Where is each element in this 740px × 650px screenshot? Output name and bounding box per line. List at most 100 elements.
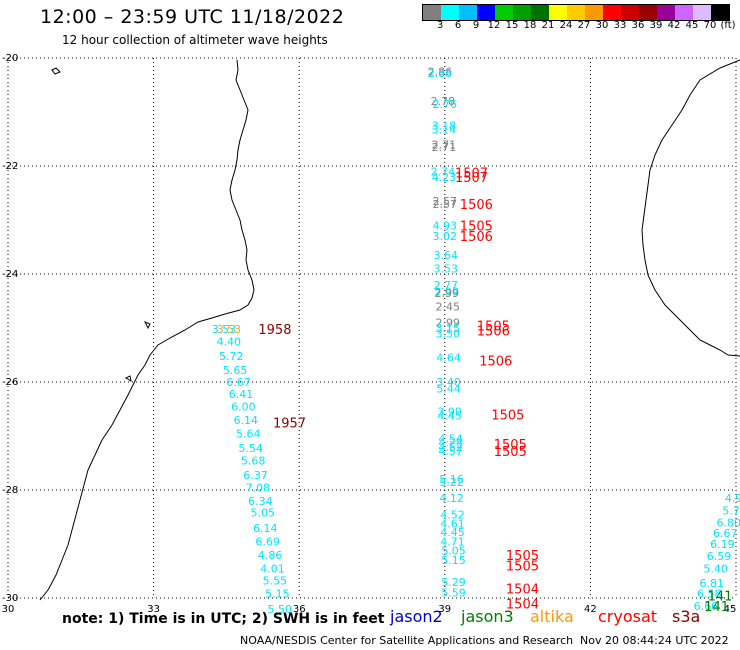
wave-height-value: 5.15	[265, 588, 290, 601]
wave-height-value: 5.15	[441, 554, 466, 567]
wave-height-colorbar	[422, 4, 730, 21]
coastline	[39, 59, 740, 601]
map-subtitle: 12 hour collection of altimeter wave hei…	[62, 33, 328, 47]
colorbar-swatch	[639, 5, 657, 20]
wave-height-value: 6.19	[710, 538, 735, 551]
colorbar-swatch	[549, 5, 567, 20]
wave-height-value: 6.59	[707, 550, 732, 563]
colorbar-tick-label: 3	[436, 20, 444, 31]
footer-credit: NOAA/NESDIS Center for Satellite Applica…	[240, 634, 574, 647]
latitude-label: -28	[2, 485, 18, 496]
satellite-pass-id: 1507	[455, 171, 488, 186]
wave-height-value: 6.66	[694, 600, 719, 613]
wave-height-value: 4.93	[433, 219, 458, 232]
satellite-pass-id: 1505	[506, 549, 539, 564]
wave-height-value: 6.00	[231, 400, 256, 413]
wave-height-value: 4.12	[439, 492, 464, 505]
colorbar-swatch	[693, 5, 711, 20]
longitude-label: 42	[584, 604, 597, 615]
wave-height-value: 6.81	[699, 577, 724, 590]
colorbar-swatch	[513, 5, 531, 20]
wave-height-value: 5.22	[439, 476, 464, 489]
wave-height-value: 5.44	[436, 382, 461, 395]
colorbar-tick-label: (ft)	[720, 20, 736, 31]
satellite-pass-id: 1505	[494, 445, 527, 460]
wave-height-value: 6.69	[255, 535, 280, 548]
colorbar-swatch	[477, 5, 495, 20]
wave-height-value: 4.28	[438, 436, 463, 449]
wave-height-value: 2.99	[435, 317, 460, 330]
wave-height-value: 2.86	[428, 66, 453, 79]
mission-label-jason3: jason3	[461, 607, 514, 626]
colorbar-swatch	[423, 5, 441, 20]
wave-height-value: 3.99	[437, 406, 462, 419]
wave-height-value: 6.14	[253, 522, 278, 535]
wave-height-value: 2.71	[432, 138, 457, 151]
wave-height-value: 2.45	[435, 300, 460, 313]
wave-height-observations: 2.862.862.782.763.183.142.712.712.744.23…	[212, 66, 740, 616]
wave-height-value: 2.74	[431, 165, 456, 178]
footer-note: note: 1) Time is in UTC; 2) SWH is in fe…	[62, 611, 385, 627]
island-small-c	[124, 375, 132, 383]
colorbar-labels: 3 6 9 12 15 18 21 24 27 30 33 36 39 42 45 70 (ft)	[422, 20, 736, 32]
wave-height-value: 4.23	[432, 171, 457, 184]
footer-timestamp: Nov 20 08:44:24 UTC 2022	[580, 634, 729, 647]
wave-height-value: 3.15	[435, 322, 460, 335]
wave-height-value: 3.14	[432, 123, 457, 136]
wave-height-value: 3.50	[435, 327, 460, 340]
wave-height-value: 4.52	[440, 508, 465, 521]
wave-height-value: 3.40	[436, 376, 461, 389]
wave-height-value: 5.55	[263, 575, 288, 588]
madagascar-coast	[641, 59, 740, 357]
wave-height-value: 2.77	[434, 279, 459, 292]
wave-height-value: 4.57	[438, 445, 463, 458]
africa-coast	[39, 59, 255, 601]
colorbar-tick-label: 18	[523, 20, 537, 31]
satellite-pass-id: 1506	[460, 198, 493, 213]
wave-height-value: 7.08	[246, 481, 271, 494]
wave-height-value: 2.71	[432, 141, 457, 154]
wave-height-value: 2.99	[434, 285, 459, 298]
colorbar-swatch	[459, 5, 477, 20]
satellite-pass-id: 1506	[477, 325, 510, 340]
wave-height-value: 3.53	[212, 323, 237, 336]
wave-height-value: 6.67	[226, 376, 251, 389]
colorbar-tick-label: 30	[595, 20, 609, 31]
wave-height-value: 5.72	[219, 350, 244, 363]
island-small-a	[51, 67, 61, 75]
wave-height-value: 4.86	[258, 549, 283, 562]
satellite-pass-id: 1504	[506, 582, 539, 597]
map-title: 12:00 – 23:59 UTC 11/18/2022	[40, 6, 345, 28]
colorbar-swatch	[531, 5, 549, 20]
wave-height-value: 4.61	[440, 517, 465, 530]
wave-height-value: 4.71	[440, 535, 465, 548]
colorbar-tick-label: 42	[667, 20, 681, 31]
wave-height-value: 6.67	[713, 527, 738, 540]
wave-height-value: 5.68	[241, 454, 266, 467]
wave-height-value: 2.57	[433, 198, 458, 211]
wave-height-value: 2.57	[433, 195, 458, 208]
wave-height-value: 4.52	[438, 441, 463, 454]
colorbar-tick-label: 39	[649, 20, 663, 31]
island-small-b	[143, 321, 151, 330]
wave-height-value: 6.34	[248, 495, 273, 508]
wave-height-value: 4.54	[438, 433, 463, 446]
wave-height-value: 5.40	[703, 562, 728, 575]
wave-height-value: 3.53	[217, 323, 242, 336]
colorbar-tick-label: 36	[631, 20, 645, 31]
wave-height-value: 5.7	[722, 505, 740, 518]
wave-height-value: 4.64	[436, 352, 461, 365]
latitude-label: -24	[2, 269, 18, 280]
satellite-pass-id: 1507	[455, 166, 488, 181]
wave-height-value: 6.41	[229, 388, 254, 401]
longitude-label: 33	[147, 604, 160, 615]
wave-height-value: 4.45	[440, 526, 465, 539]
longitude-labels: 30 33 36 39 42 45	[2, 604, 737, 615]
colorbar-swatch	[657, 5, 675, 20]
satellite-pass-id: 1506	[479, 354, 512, 369]
wave-height-value: 5.29	[441, 576, 466, 589]
latitude-labels: -20 -22 -24 -26 -28 -30	[2, 53, 18, 604]
longitude-label: 45	[724, 604, 737, 615]
colorbar-tick-label: 70	[703, 20, 717, 31]
